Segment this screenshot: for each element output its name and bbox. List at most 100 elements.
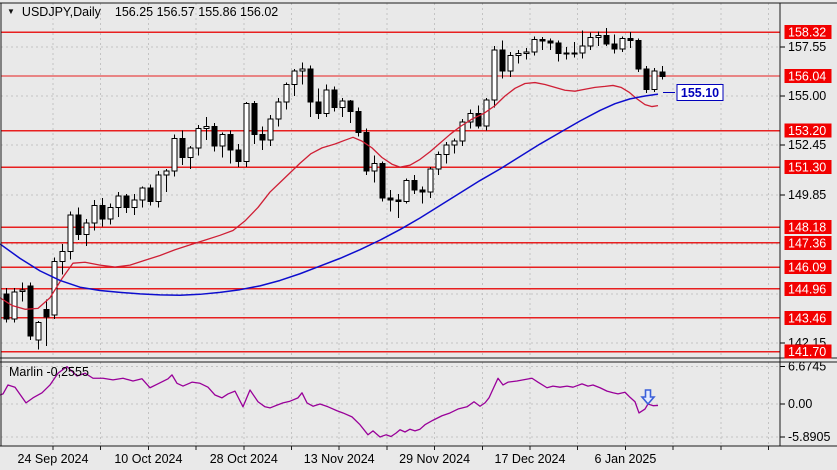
candle-bullish bbox=[171, 137, 178, 172]
candle-bullish bbox=[219, 133, 226, 147]
ma-value-label: 155.10 bbox=[681, 86, 719, 100]
candle-bullish bbox=[467, 112, 474, 123]
candle-bullish bbox=[19, 289, 26, 292]
candle-bullish bbox=[35, 322, 42, 341]
ind-tick-label: -5.8905 bbox=[788, 430, 830, 444]
main-panel[interactable] bbox=[1, 3, 780, 358]
candle-bullish bbox=[403, 180, 410, 203]
candle-bullish bbox=[91, 205, 98, 224]
fast-ma-line bbox=[0, 81, 659, 310]
candle-bearish bbox=[227, 133, 234, 151]
candle-bearish bbox=[43, 308, 50, 318]
price-level-badge bbox=[784, 69, 832, 84]
candle-bearish bbox=[659, 71, 666, 77]
candle-bullish bbox=[531, 38, 538, 53]
price-level-badge bbox=[784, 260, 832, 275]
price-level-badge-text: 151.30 bbox=[788, 161, 826, 175]
candle-bullish bbox=[371, 162, 378, 172]
candle-bullish bbox=[459, 121, 466, 142]
candle-bullish bbox=[291, 70, 298, 85]
candle-bullish bbox=[59, 251, 66, 262]
price-level-badge bbox=[784, 220, 832, 235]
candle-bearish bbox=[539, 38, 546, 42]
candle-bearish bbox=[27, 285, 34, 337]
price-tick-label: 149.85 bbox=[788, 188, 826, 202]
price-level-badge-text: 143.46 bbox=[788, 311, 826, 325]
ind-tick-label: 6.6745 bbox=[788, 360, 826, 374]
candle-bullish bbox=[267, 118, 274, 141]
date-label: 10 Oct 2024 bbox=[114, 452, 182, 466]
candle-bullish bbox=[243, 103, 250, 162]
marlin-line bbox=[0, 365, 659, 438]
candle-bullish bbox=[139, 187, 146, 201]
symbol-dropdown-icon[interactable]: ▼ bbox=[7, 7, 15, 16]
candle-bullish bbox=[451, 140, 458, 146]
candle-bullish bbox=[187, 147, 194, 158]
price-level-badge-text: 147.36 bbox=[788, 236, 826, 250]
candle-bullish bbox=[83, 222, 90, 235]
candle-bearish bbox=[475, 112, 482, 127]
date-label: 24 Sep 2024 bbox=[18, 452, 89, 466]
price-level-badge bbox=[784, 281, 832, 296]
candle-bearish bbox=[99, 205, 106, 220]
indicator-name-value: Marlin -0,2555 bbox=[9, 365, 89, 379]
candle-bullish bbox=[579, 45, 586, 54]
candle-bearish bbox=[499, 49, 506, 72]
price-tick-label: 155.00 bbox=[788, 89, 826, 103]
candle-bearish bbox=[331, 89, 338, 109]
candle-bearish bbox=[547, 40, 554, 44]
price-level-badge bbox=[784, 25, 832, 40]
candle-bearish bbox=[307, 68, 314, 103]
candle-bearish bbox=[603, 34, 610, 45]
chart-title: ▼ USDJPY,Daily 156.25 156.57 155.86 156.02 bbox=[7, 5, 278, 19]
down-arrow-object[interactable] bbox=[640, 389, 656, 406]
candle-bearish bbox=[395, 199, 402, 203]
candle-bullish bbox=[275, 101, 282, 120]
candle-bearish bbox=[611, 43, 618, 50]
candle-bearish bbox=[555, 42, 562, 55]
price-level-badge bbox=[784, 160, 832, 175]
candle-bearish bbox=[363, 132, 370, 172]
title-ohlc: 156.25 156.57 155.86 156.02 bbox=[114, 5, 279, 19]
date-label: 6 Jan 2025 bbox=[594, 452, 656, 466]
candle-bullish bbox=[339, 100, 346, 109]
candle-bullish bbox=[523, 51, 530, 55]
candle-bearish bbox=[643, 68, 650, 90]
price-level-badge bbox=[784, 310, 832, 325]
candle-bullish bbox=[491, 49, 498, 101]
candle-bearish bbox=[419, 189, 426, 193]
candle-bearish bbox=[211, 126, 218, 147]
candle-bearish bbox=[123, 195, 130, 208]
candle-bullish bbox=[587, 36, 594, 47]
candle-bullish bbox=[435, 154, 442, 170]
candle-bullish bbox=[203, 126, 210, 130]
candle-bullish bbox=[515, 53, 522, 57]
price-level-badge-text: 144.96 bbox=[788, 282, 826, 296]
title-symbol: USDJPY,Daily bbox=[21, 5, 101, 19]
candle-bullish bbox=[507, 55, 514, 72]
candle-bearish bbox=[355, 110, 362, 134]
candle-bearish bbox=[259, 133, 266, 141]
price-tick-label: 152.45 bbox=[788, 138, 826, 152]
candle-bullish bbox=[163, 170, 170, 176]
price-level-badge-text: 146.09 bbox=[788, 261, 826, 275]
price-level-badge-text: 156.04 bbox=[788, 70, 826, 84]
candle-bearish bbox=[147, 187, 154, 203]
candle-bullish bbox=[115, 195, 122, 208]
candle-bullish bbox=[619, 37, 626, 50]
candle-bullish bbox=[299, 68, 306, 72]
date-label: 29 Nov 2024 bbox=[399, 452, 470, 466]
candle-bullish bbox=[651, 70, 658, 90]
candle-bullish bbox=[195, 128, 202, 149]
price-level-badge-text: 148.18 bbox=[788, 221, 826, 235]
candle-bullish bbox=[595, 34, 602, 38]
ind-tick-label: 0.00 bbox=[788, 397, 812, 411]
candles bbox=[3, 27, 666, 350]
price-level-badge-text: 158.32 bbox=[788, 26, 826, 40]
candle-bullish bbox=[443, 144, 450, 156]
slow-ma-line bbox=[0, 93, 659, 297]
indicator-panel[interactable] bbox=[1, 362, 780, 446]
candle-bearish bbox=[179, 137, 186, 158]
